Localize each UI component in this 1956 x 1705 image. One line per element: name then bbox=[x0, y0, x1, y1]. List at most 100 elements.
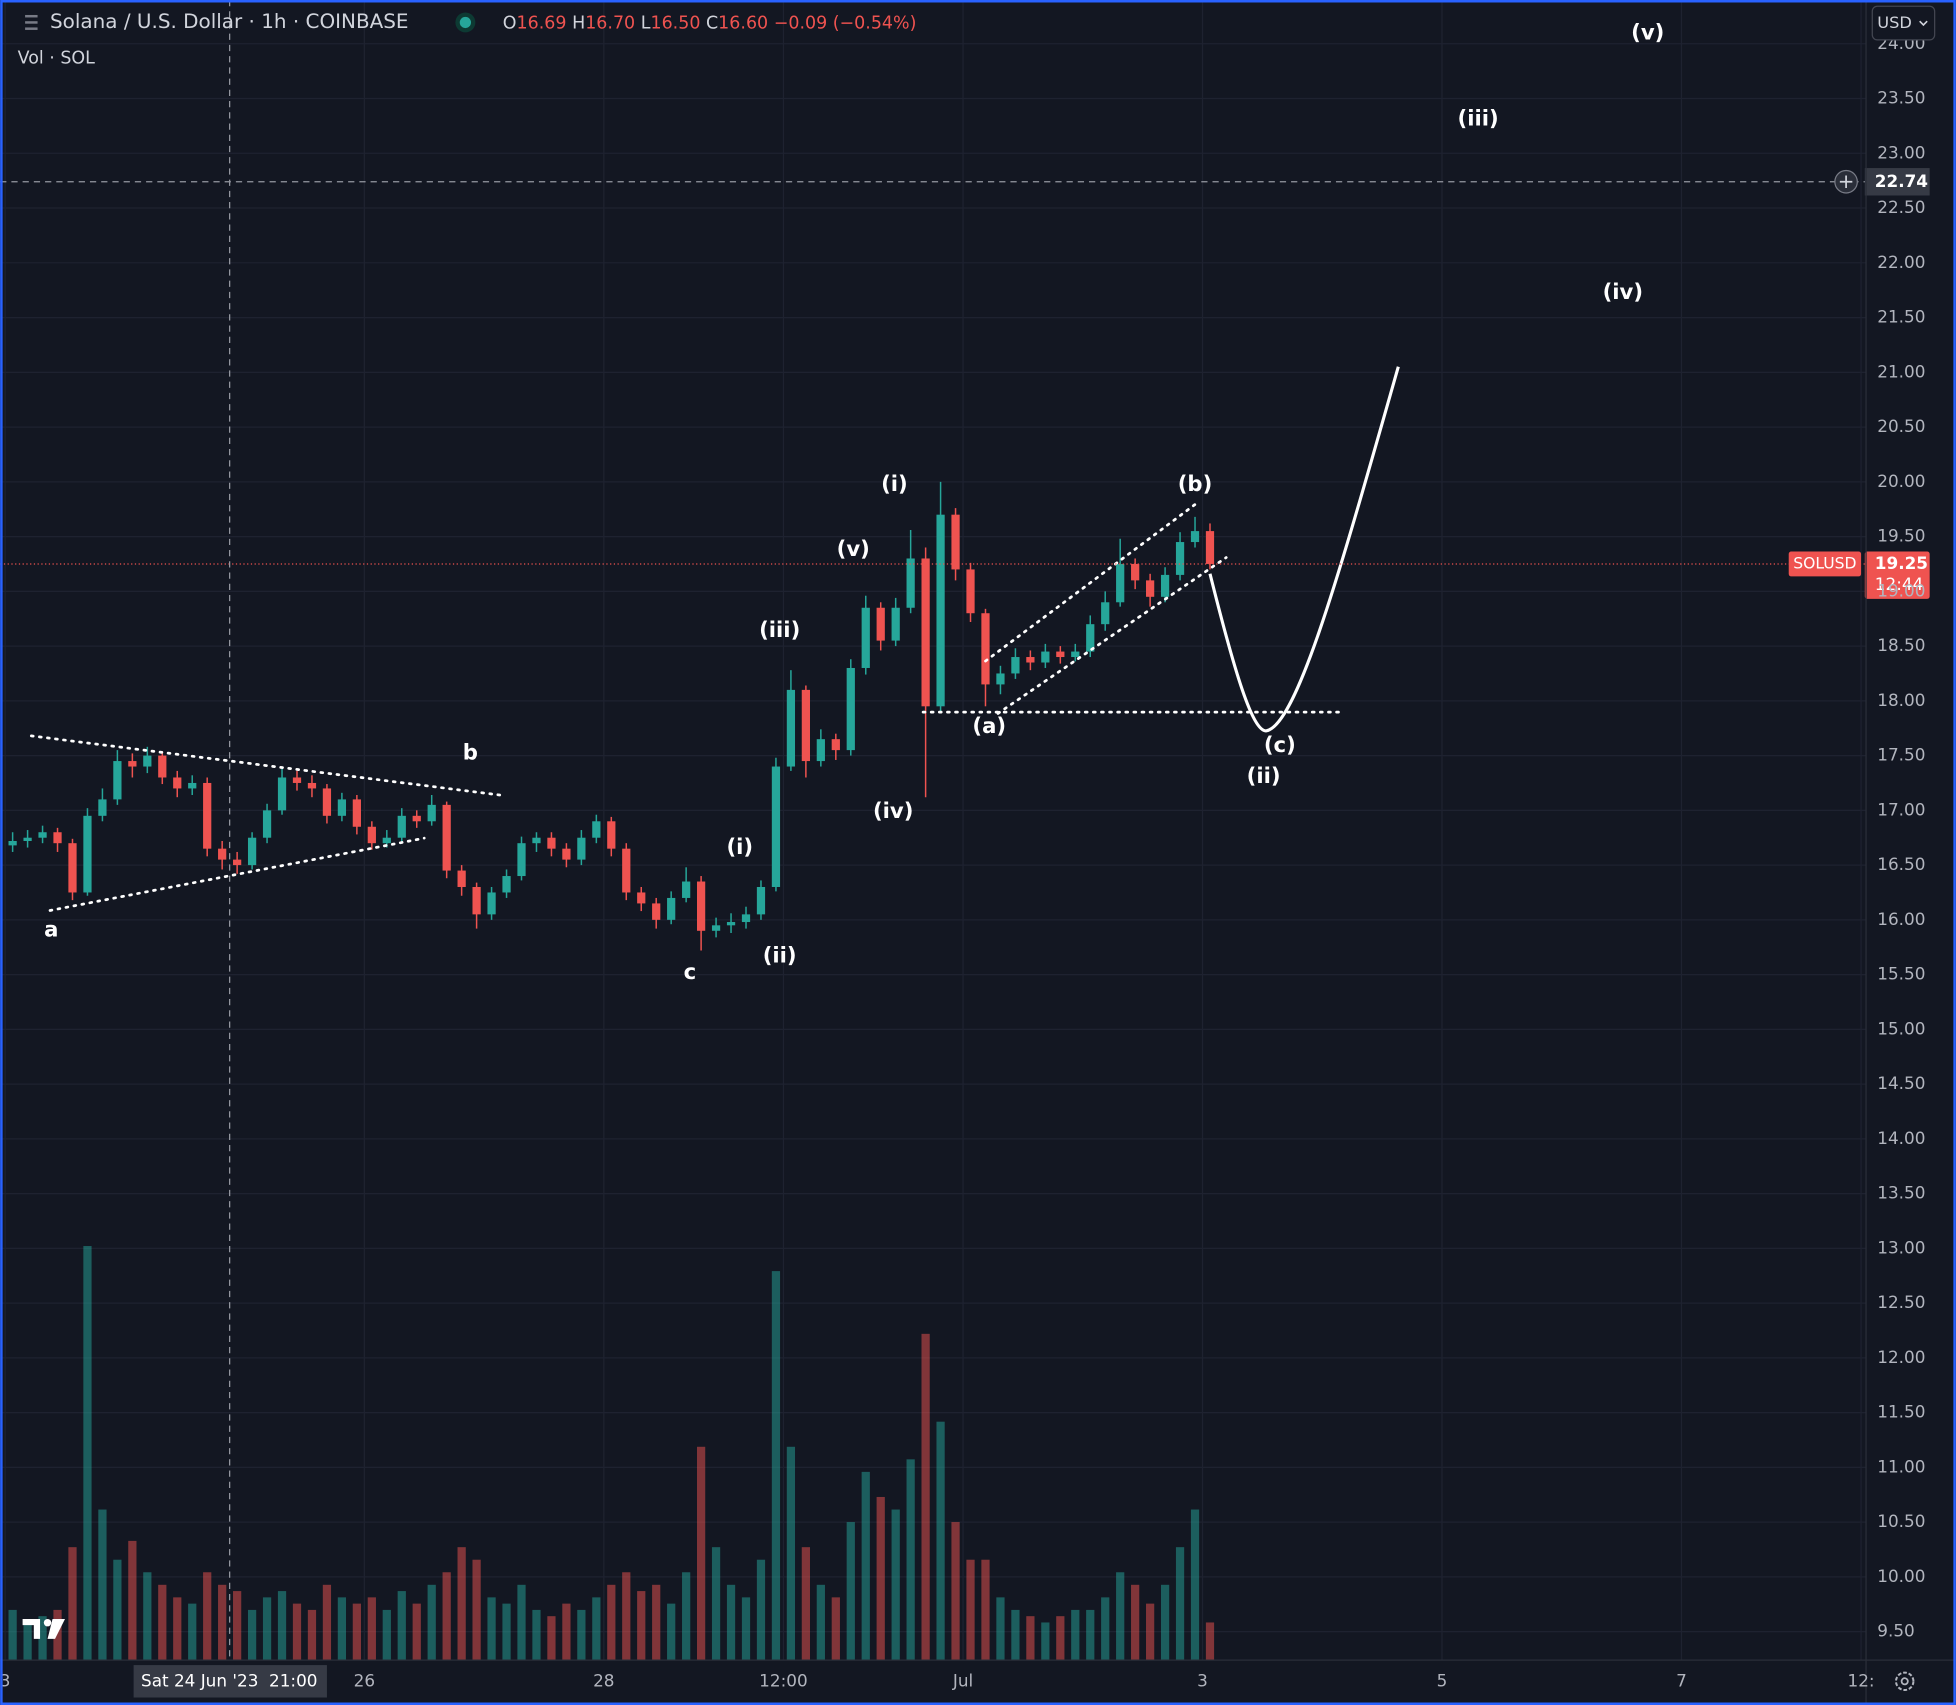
open: 16.69 bbox=[517, 14, 567, 34]
y-tick-label: 22.00 bbox=[1877, 252, 1925, 272]
candle-body bbox=[83, 815, 92, 893]
volume-bar bbox=[53, 1609, 62, 1661]
candle-body bbox=[292, 777, 302, 783]
currency-label[interactable]: USD bbox=[1877, 13, 1912, 32]
volume-bar bbox=[607, 1584, 616, 1661]
volume-bar bbox=[83, 1246, 92, 1661]
candle-body bbox=[696, 881, 706, 931]
x-tick-label: 5 bbox=[1437, 1670, 1448, 1690]
candle-body bbox=[1101, 602, 1110, 625]
drawings bbox=[29, 366, 1400, 912]
candle-body bbox=[1086, 624, 1095, 652]
volume-bar bbox=[262, 1597, 272, 1661]
volume-bar bbox=[487, 1597, 496, 1661]
crosshair-time-label: 21:00 bbox=[269, 1670, 318, 1690]
currency-button[interactable] bbox=[1871, 5, 1936, 41]
y-tick-label: 20.00 bbox=[1877, 471, 1925, 491]
y-tick-label: 14.50 bbox=[1877, 1073, 1925, 1093]
candle-body bbox=[173, 777, 182, 789]
wave-label: a bbox=[44, 916, 58, 941]
volume-bar bbox=[711, 1547, 721, 1661]
volume-bar bbox=[1205, 1622, 1215, 1661]
crosshair-time-tag bbox=[133, 1665, 327, 1698]
y-tick-label: 17.00 bbox=[1877, 799, 1925, 819]
volume-bar bbox=[682, 1572, 691, 1661]
volume-bar bbox=[442, 1572, 451, 1661]
price-tag bbox=[1864, 551, 1930, 599]
c-label: C bbox=[706, 14, 718, 34]
candle-body bbox=[233, 859, 242, 866]
y-tick-label: 11.00 bbox=[1877, 1456, 1925, 1476]
candle-body bbox=[472, 886, 481, 915]
candle-body bbox=[996, 673, 1005, 685]
currency-caret[interactable] bbox=[1919, 20, 1928, 27]
wave-label: (b) bbox=[1178, 471, 1213, 496]
y-tick-label: 11.50 bbox=[1877, 1402, 1925, 1422]
candle-body bbox=[277, 777, 287, 811]
volume-bar bbox=[667, 1603, 676, 1661]
menu-icon bbox=[25, 14, 38, 30]
volume-label: Vol · SOL bbox=[18, 49, 96, 69]
candle-body bbox=[442, 804, 451, 871]
low: 16.50 bbox=[650, 14, 700, 34]
channel-upper-line bbox=[984, 501, 1199, 663]
volume-bar bbox=[726, 1584, 736, 1661]
channel-lower-line bbox=[996, 556, 1228, 715]
candle-body bbox=[547, 837, 556, 849]
wave-label: c bbox=[684, 959, 697, 984]
candle-body bbox=[652, 903, 661, 920]
candle-body bbox=[427, 804, 436, 822]
x-tick-label: 28 bbox=[593, 1670, 614, 1690]
tv-logo bbox=[22, 1618, 66, 1639]
volume-bar bbox=[68, 1547, 77, 1661]
volume-bar bbox=[622, 1572, 631, 1661]
add-alert-plus bbox=[1839, 175, 1853, 189]
y-tick-label: 21.00 bbox=[1877, 361, 1925, 381]
candle-body bbox=[1116, 563, 1125, 603]
gear[interactable] bbox=[1894, 1671, 1915, 1692]
wave-label: (i) bbox=[726, 834, 753, 859]
candle-body bbox=[412, 815, 421, 822]
countdown: 12:44 bbox=[1875, 574, 1924, 594]
y-tick-label: 23.50 bbox=[1877, 88, 1925, 108]
candle-body bbox=[1175, 542, 1185, 575]
x-tick-label: 26 bbox=[354, 1670, 375, 1690]
candle-body bbox=[487, 892, 496, 915]
gear-center[interactable] bbox=[1900, 1677, 1909, 1686]
candle-body bbox=[1056, 651, 1065, 658]
candle-body bbox=[38, 832, 47, 838]
candle-body bbox=[113, 761, 122, 800]
volume-bar bbox=[906, 1459, 915, 1661]
y-tick-label: 17.50 bbox=[1877, 745, 1925, 765]
volume-bar bbox=[996, 1597, 1005, 1661]
volume-bar bbox=[1056, 1616, 1065, 1661]
ohlc: O16.69 H16.70 L16.50 C16.60 −0.09 (−0.54… bbox=[503, 14, 917, 34]
volume-bar bbox=[427, 1584, 436, 1661]
volume-bar bbox=[981, 1559, 990, 1661]
price-tag-label: 19.25 bbox=[1875, 553, 1928, 573]
candle-body bbox=[98, 799, 107, 816]
settings-button[interactable] bbox=[1894, 1671, 1915, 1692]
candle-body bbox=[906, 558, 915, 608]
volume-bar bbox=[966, 1559, 975, 1661]
candle-body bbox=[1071, 651, 1080, 658]
x-tick-label: 12: bbox=[1848, 1670, 1875, 1690]
volume-bar bbox=[577, 1609, 586, 1661]
volume-bar bbox=[173, 1597, 182, 1661]
y-tick-label: 18.50 bbox=[1877, 635, 1925, 655]
volume-bar bbox=[247, 1609, 257, 1661]
candle-body bbox=[667, 897, 676, 920]
volume-bar bbox=[113, 1559, 122, 1661]
candle-body bbox=[786, 689, 796, 767]
candle-body bbox=[457, 870, 466, 887]
volume-bar bbox=[741, 1597, 751, 1661]
ticker-label: SOLUSD bbox=[1793, 554, 1856, 572]
candle-body bbox=[1146, 580, 1155, 597]
candle-body bbox=[532, 837, 541, 844]
volume-bar bbox=[502, 1603, 511, 1661]
volume-bar bbox=[861, 1471, 870, 1661]
candle-body bbox=[1131, 563, 1140, 581]
candle-body bbox=[951, 514, 960, 570]
axes: 9.50 10.00 10.50 11.00 11.50 12.00 12.50 13.00 1… bbox=[0, 33, 1925, 1698]
